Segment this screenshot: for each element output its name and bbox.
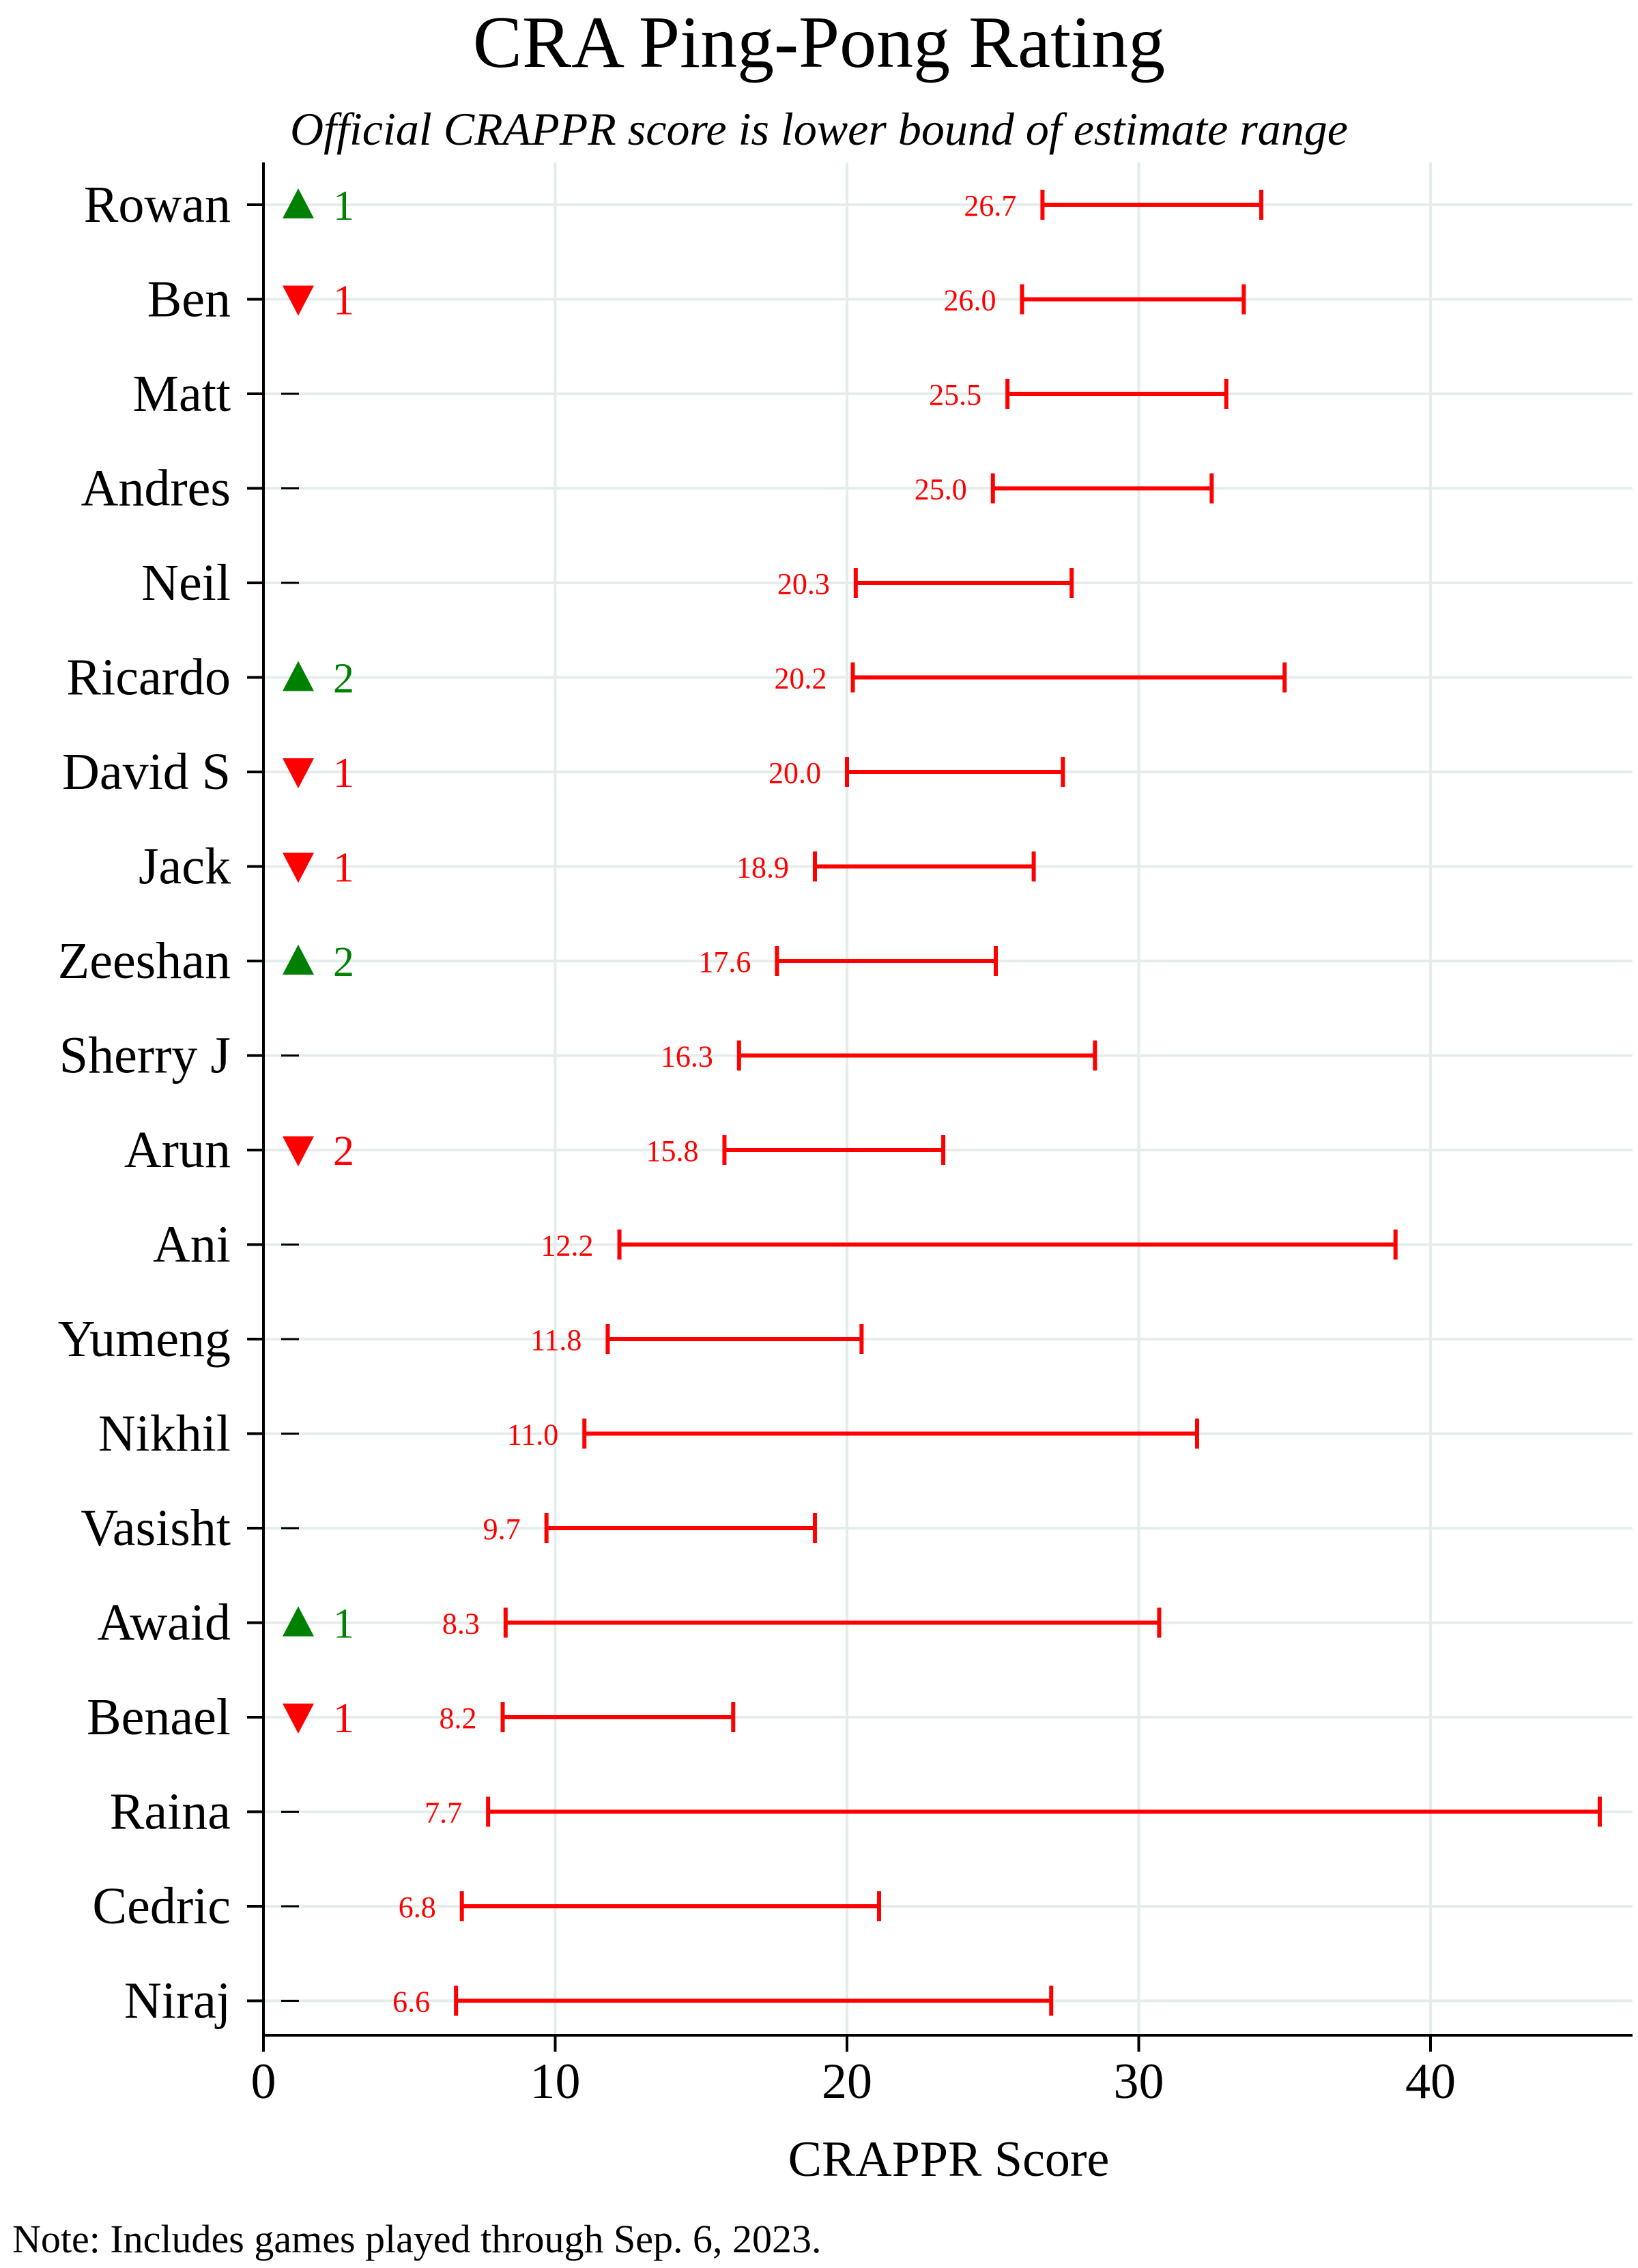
axes: 0 10 20 30 40	[251, 162, 1633, 2110]
score-label: 11.8	[530, 1323, 581, 1357]
x-tick-label: 30	[1114, 2054, 1164, 2110]
rank-change-value: 1	[333, 750, 354, 796]
x-tick-label: 10	[530, 2054, 581, 2110]
score-label: 16.3	[661, 1040, 713, 1074]
player-row: Neil 20.3	[141, 554, 1074, 612]
rank-change-value: 1	[333, 1695, 354, 1742]
player-name: Zeeshan	[58, 932, 231, 990]
rank-change-value: 2	[333, 1128, 354, 1175]
rank-up-icon	[283, 188, 314, 218]
player-row: Benael 1 8.2	[87, 1689, 736, 1746]
score-label: 6.6	[392, 1985, 430, 2019]
rank-down-icon	[283, 285, 314, 316]
player-row: David S 1 20.0	[62, 743, 1065, 801]
player-name: Rowan	[84, 176, 231, 233]
player-row: Ricardo 2 20.2	[66, 649, 1287, 706]
player-row: Sherry J 16.3	[59, 1027, 1097, 1085]
rank-up-icon	[283, 661, 314, 691]
grid-lines	[263, 162, 1633, 2035]
player-name: Ani	[153, 1216, 231, 1274]
player-row: Ani 12.2	[153, 1216, 1398, 1274]
chart-note: Note: Includes games played through Sep.…	[12, 2217, 822, 2261]
player-name: Andres	[81, 460, 231, 517]
score-label: 11.0	[507, 1418, 558, 1452]
rank-down-icon	[283, 758, 314, 788]
player-row: Vasisht 9.7	[81, 1499, 817, 1557]
player-name: Sherry J	[59, 1027, 231, 1085]
rank-down-icon	[283, 852, 314, 883]
player-row: Zeeshan 2 17.6	[58, 932, 998, 990]
score-label: 12.2	[541, 1229, 594, 1263]
player-row: Arun 2 15.8	[124, 1121, 946, 1179]
player-name: Yumeng	[58, 1310, 231, 1368]
chart-title: CRA Ping-Pong Rating	[473, 2, 1165, 83]
x-tick-label: 0	[251, 2054, 276, 2110]
rank-change-value: 1	[333, 1601, 354, 1648]
rank-down-icon	[283, 1136, 314, 1166]
score-label: 26.7	[964, 189, 1016, 223]
score-label: 26.0	[944, 284, 996, 317]
x-tick-label: 40	[1405, 2054, 1456, 2110]
player-row: Rowan 1 26.7	[84, 176, 1264, 233]
rank-change-value: 2	[333, 656, 354, 702]
score-label: 17.6	[698, 945, 751, 979]
player-name: Raina	[110, 1783, 231, 1841]
player-row: Niraj 6.6	[124, 1972, 1054, 2030]
rank-down-icon	[283, 1704, 314, 1734]
player-name: Arun	[124, 1121, 231, 1179]
score-label: 20.3	[777, 567, 830, 601]
player-name: Ben	[147, 271, 231, 328]
chart-subtitle: Official CRAPPR score is lower bound of …	[290, 103, 1348, 155]
x-axis-label: CRAPPR Score	[788, 2131, 1110, 2187]
player-name: Niraj	[124, 1972, 231, 2030]
score-label: 9.7	[483, 1512, 521, 1546]
player-rows: Rowan 1 26.7 Ben 1 26.0 Matt 25.5 Andres 25.0 Neil…	[58, 176, 1602, 2030]
rank-up-icon	[283, 1606, 314, 1637]
score-label: 18.9	[736, 851, 789, 885]
player-row: Awaid 1 8.3	[97, 1594, 1162, 1652]
player-name: Neil	[141, 554, 231, 612]
player-row: Ben 1 26.0	[147, 271, 1246, 328]
score-label: 7.7	[425, 1796, 462, 1830]
player-name: Awaid	[97, 1594, 231, 1652]
player-name: Matt	[132, 365, 231, 422]
score-label: 20.2	[775, 662, 827, 695]
player-row: Nikhil 11.0	[98, 1405, 1199, 1463]
player-name: Cedric	[92, 1878, 231, 1935]
x-tick-label: 20	[822, 2054, 872, 2110]
player-row: Andres 25.0	[81, 460, 1214, 517]
score-label: 20.0	[768, 756, 821, 790]
score-label: 25.5	[929, 378, 981, 412]
score-label: 15.8	[646, 1134, 698, 1168]
score-label: 8.3	[442, 1607, 480, 1641]
player-name: Vasisht	[81, 1499, 231, 1557]
score-label: 8.2	[440, 1702, 477, 1735]
player-row: Matt 25.5	[132, 365, 1228, 422]
player-row: Cedric 6.8	[92, 1878, 882, 1935]
player-row: Yumeng 11.8	[58, 1310, 864, 1368]
player-name: Ricardo	[66, 649, 231, 706]
player-name: David S	[62, 743, 231, 801]
rank-up-icon	[283, 945, 314, 975]
rank-change-value: 2	[333, 939, 354, 986]
score-label: 25.0	[915, 473, 967, 506]
player-row: Jack 1 18.9	[139, 838, 1036, 895]
player-row: Raina 7.7	[110, 1783, 1602, 1841]
score-label: 6.8	[399, 1891, 436, 1924]
rank-change-value: 1	[333, 183, 354, 229]
rank-change-value: 1	[333, 845, 354, 891]
player-name: Jack	[139, 838, 231, 895]
rank-change-value: 1	[333, 278, 354, 324]
player-name: Nikhil	[98, 1405, 231, 1463]
player-name: Benael	[87, 1689, 231, 1746]
